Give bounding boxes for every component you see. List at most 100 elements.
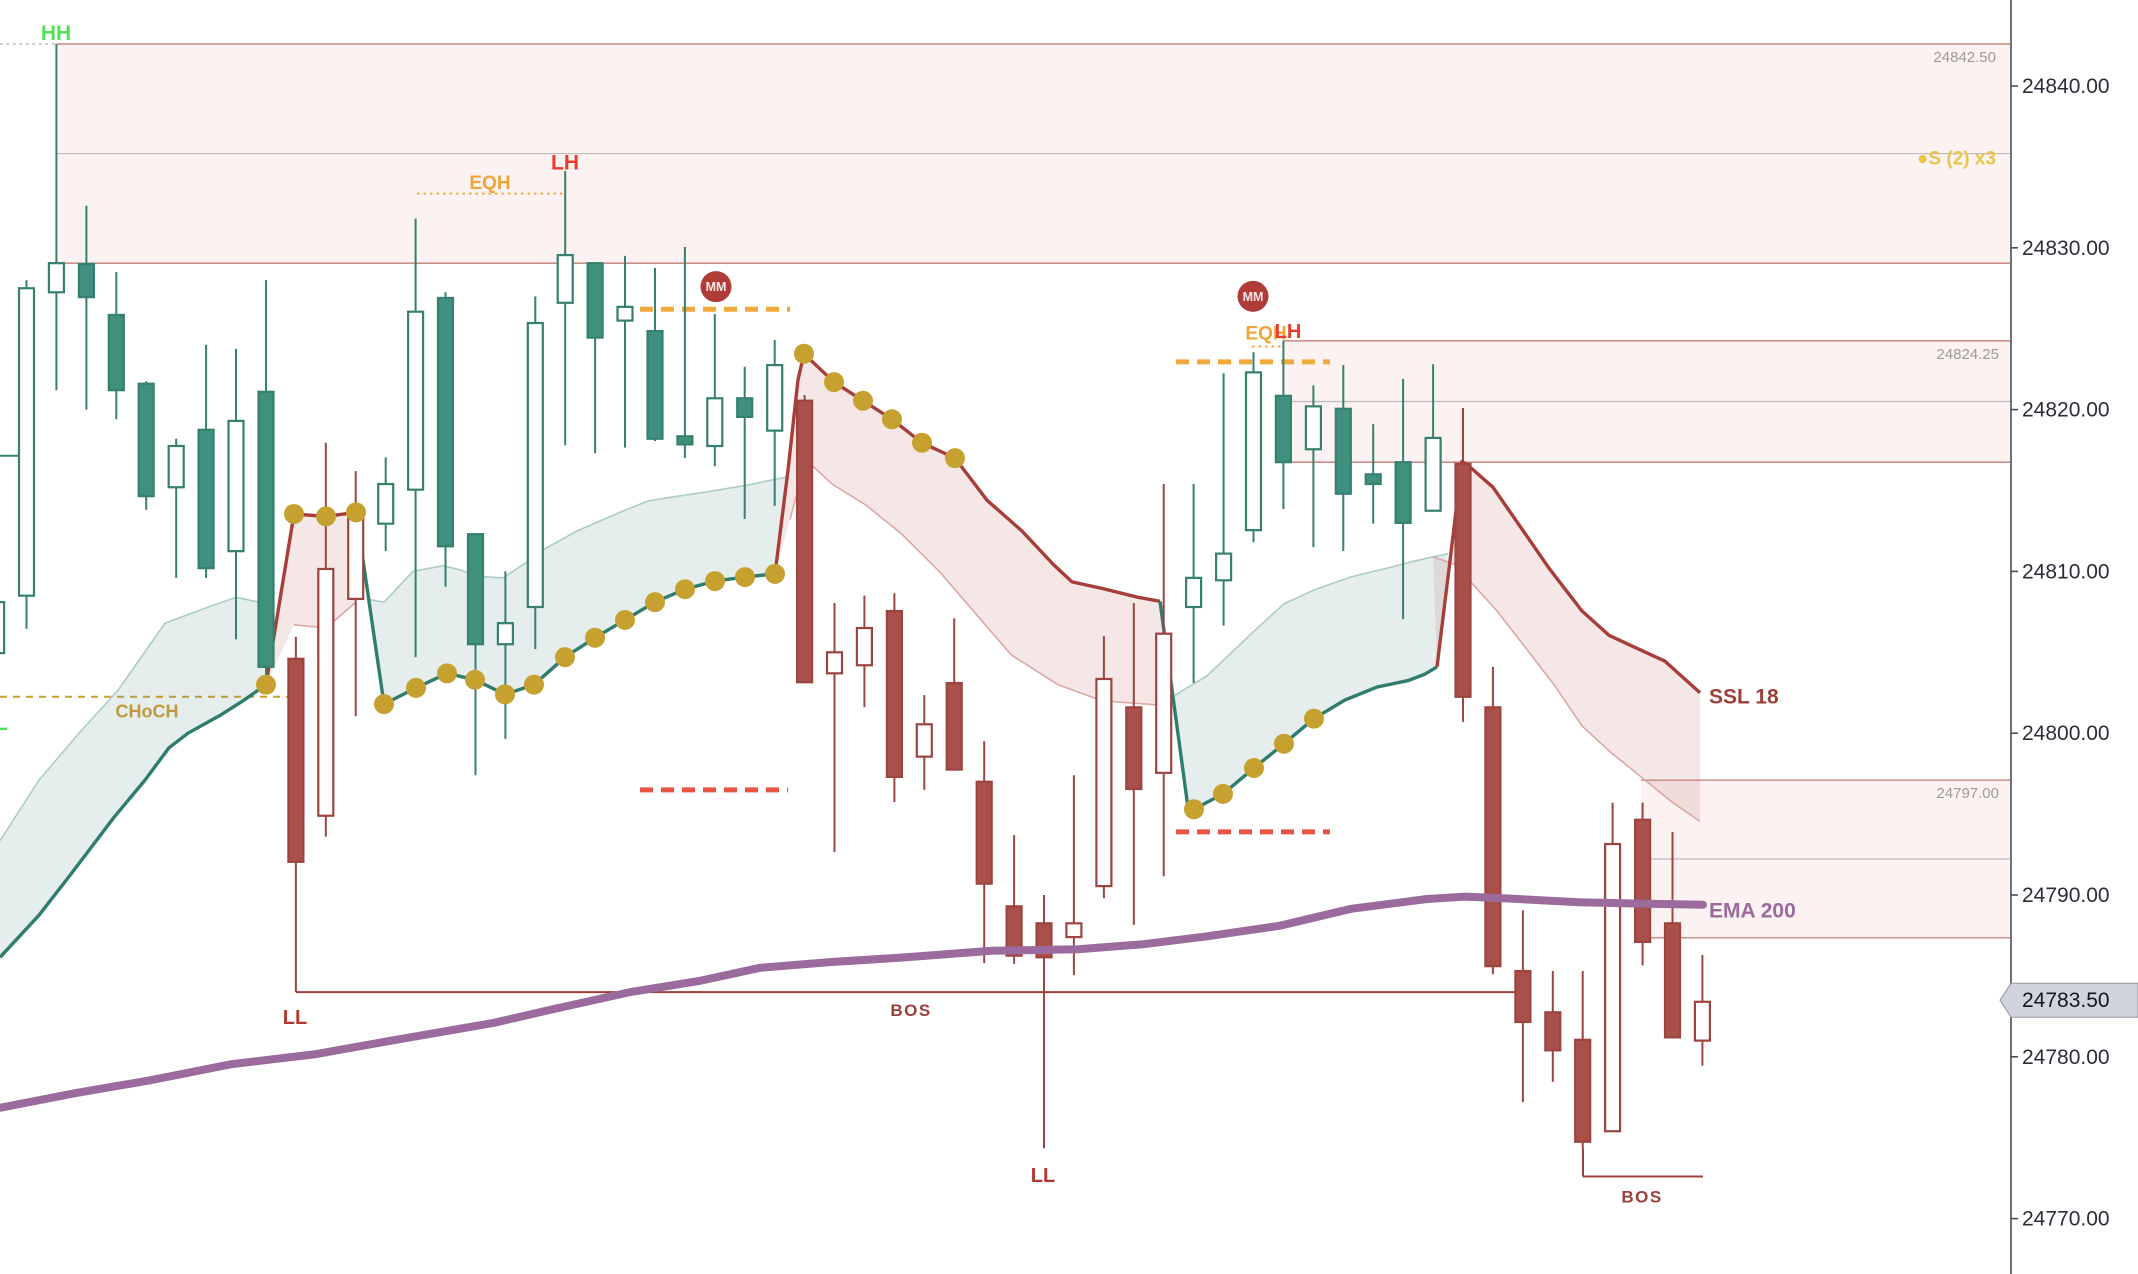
ssl-dot: [1244, 757, 1264, 778]
mm-marker-circle: [700, 271, 732, 303]
ssl-band-fill: [775, 353, 1172, 705]
ssl-dot: [1304, 708, 1324, 729]
ssl-dot: [824, 372, 844, 393]
candle-body: [1125, 706, 1143, 791]
ssl-band-edge: [1174, 552, 1449, 696]
candle-body: [1214, 552, 1233, 582]
ssl-dot: [615, 609, 635, 630]
candle: [646, 268, 664, 442]
candle-body: [915, 723, 933, 758]
candle: [945, 618, 963, 771]
candle-body: [287, 657, 305, 863]
candle: [915, 695, 933, 790]
ssl-band-fill: [1160, 553, 1448, 810]
ssl-band-edge: [0, 596, 267, 842]
label-ll-2: LL: [1031, 1165, 1055, 1187]
candle: [1454, 407, 1472, 722]
structure-lines: [0, 43, 1703, 1178]
candle-body: [1155, 632, 1173, 774]
candle-body: [1304, 405, 1323, 451]
candle: [1394, 378, 1412, 620]
candle: [167, 438, 185, 578]
candle-body: [855, 626, 874, 667]
candle: [137, 381, 155, 510]
ssl-dot: [437, 663, 457, 684]
candle-body: [1454, 462, 1472, 698]
candle: [1304, 385, 1323, 548]
candle-body: [556, 253, 574, 304]
candle-body: [1184, 576, 1203, 609]
ema-200-line: [0, 892, 1707, 1112]
candle: [1663, 831, 1682, 1039]
candle-body: [1095, 677, 1113, 888]
candle-body: [1065, 922, 1083, 939]
candle-body: [1274, 394, 1293, 464]
candle-body: [736, 397, 754, 418]
ssl-baseline-red: [773, 352, 1161, 603]
candle: [1095, 636, 1113, 899]
candle-body: [227, 419, 245, 553]
candle-body: [1574, 1038, 1592, 1143]
ssl-bands: [0, 352, 1702, 959]
price-tick-label: 24800.00: [2022, 722, 2110, 745]
candle-body: [1424, 436, 1442, 512]
candle: [1334, 365, 1352, 552]
candle: [1065, 775, 1083, 976]
candle: [317, 442, 335, 837]
label-lh-2: LH: [1275, 321, 1302, 343]
candle-body: [526, 321, 544, 609]
ssl-dot: [675, 579, 695, 600]
candle-body: [1334, 407, 1352, 495]
candle: [77, 205, 96, 410]
candle-body: [377, 482, 395, 525]
candle: [795, 395, 814, 684]
candle: [676, 246, 694, 459]
candle: [1274, 340, 1293, 510]
candle: [107, 272, 125, 420]
candle-body: [676, 435, 694, 446]
candle: [1244, 352, 1263, 543]
candle-body: [1693, 1000, 1712, 1042]
mm-marker-circle: [1237, 280, 1269, 312]
candle: [1693, 954, 1712, 1066]
candle: [257, 280, 275, 691]
candle: [1214, 373, 1233, 626]
candle-body: [586, 262, 604, 339]
candle: [526, 296, 544, 650]
candle: [1125, 602, 1143, 925]
ssl-baseline-red: [264, 510, 357, 685]
candle: [1544, 971, 1562, 1082]
price-axis[interactable]: 24840.00 24830.00 24820.00 24810.00 24800.00…: [1999, 0, 2138, 1274]
ssl-band-edge: [789, 458, 1173, 706]
candle: [1155, 484, 1173, 877]
ssl-dot: [495, 684, 515, 705]
ssl-dot: [585, 627, 605, 648]
price-tick-label: 24840.00: [2022, 75, 2110, 98]
ssl-band-fill: [356, 476, 788, 705]
candle: [1005, 835, 1023, 964]
candle: [466, 533, 485, 776]
candle: [17, 280, 36, 629]
candle-body: [436, 296, 455, 548]
candle: [556, 170, 574, 446]
ssl-dot: [1274, 733, 1294, 754]
candle: [436, 292, 455, 587]
candle-body: [197, 428, 215, 570]
candle: [287, 636, 305, 993]
candle: [1184, 484, 1203, 684]
ssl-dot: [524, 674, 544, 695]
candle-body: [1633, 818, 1652, 944]
candle-body: [107, 313, 125, 392]
candles: [0, 43, 1712, 1149]
supply-zones: 24842.50 24824.25 24797.00: [57, 43, 2010, 939]
ssl-dot: [346, 502, 366, 523]
candle-body: [167, 444, 185, 489]
candle-body: [945, 681, 963, 771]
candle-body: [975, 780, 993, 885]
label-eqh-2: EQH: [1245, 323, 1286, 344]
ssl-dot: [555, 647, 575, 668]
mm-marker-label: MM: [706, 280, 727, 294]
candle-body: [825, 651, 844, 675]
price-tick-label: 24820.00: [2022, 399, 2110, 422]
